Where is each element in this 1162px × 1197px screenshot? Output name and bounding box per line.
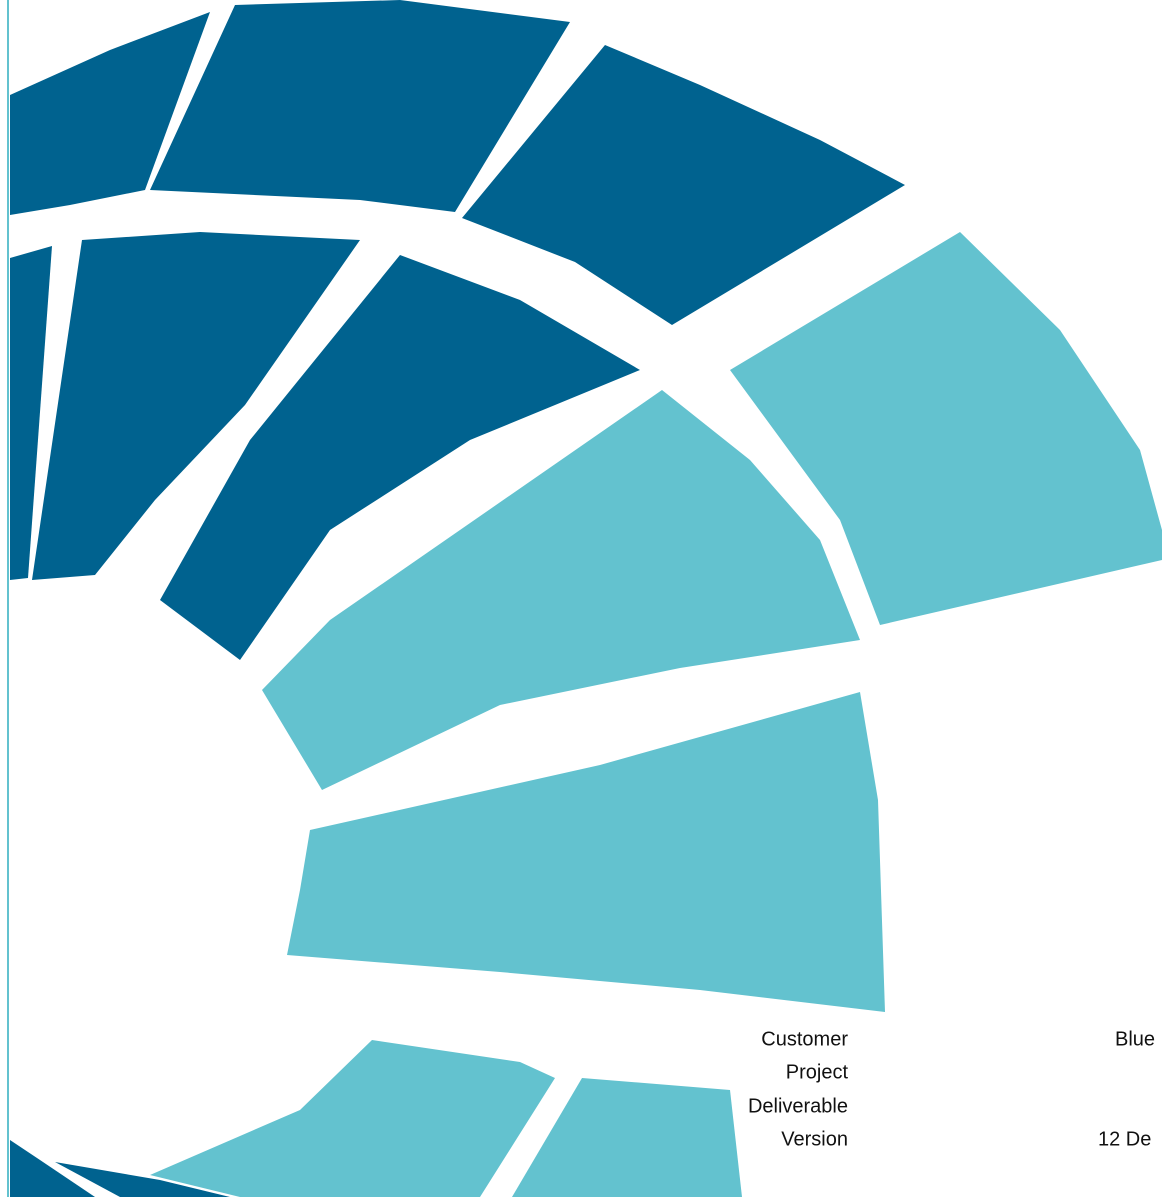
- field-value: Blue: [1115, 1028, 1155, 1050]
- cover-labels: Customer Project Deliverable Version: [748, 1028, 849, 1150]
- field-label: Customer: [761, 1028, 848, 1050]
- segment: [462, 45, 905, 325]
- segment: [262, 390, 860, 790]
- segment: [730, 232, 1162, 625]
- segment: [55, 1162, 230, 1197]
- field-label: Deliverable: [748, 1095, 848, 1117]
- cover-graphic: [10, 0, 1162, 1197]
- segment: [150, 1040, 555, 1197]
- segment: [150, 0, 570, 212]
- segment: [10, 246, 52, 580]
- field-label: Project: [786, 1061, 849, 1083]
- segment: [287, 692, 885, 1012]
- segment: [10, 12, 210, 215]
- segment: [160, 255, 640, 660]
- field-value: 12 De: [1098, 1128, 1151, 1150]
- segment: [32, 232, 360, 580]
- segment: [512, 1078, 742, 1197]
- segment: [10, 1140, 95, 1197]
- field-label: Version: [781, 1128, 848, 1150]
